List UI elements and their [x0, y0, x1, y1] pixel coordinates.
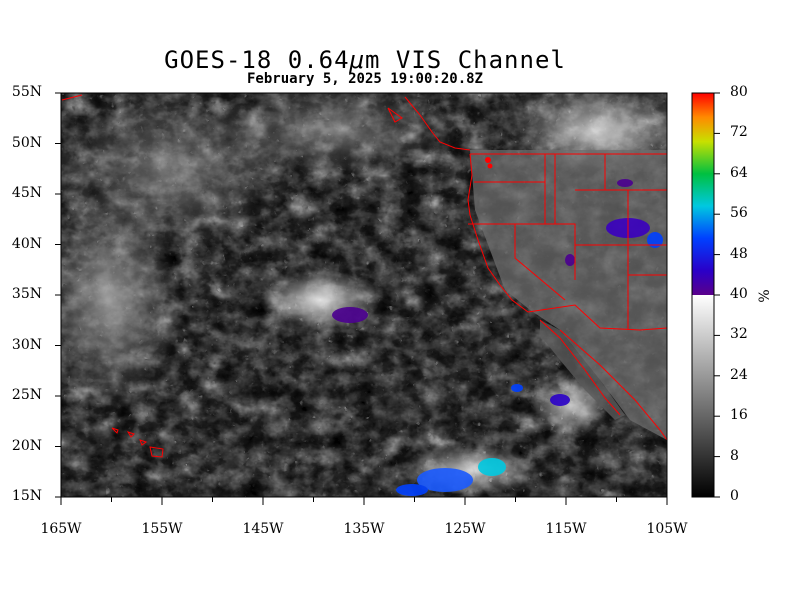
- colorbar-tick-label: 40: [730, 286, 748, 302]
- lat-label: 35N: [11, 286, 42, 302]
- lat-label: 30N: [11, 336, 42, 353]
- chart-title: GOES-18 0.64μm VIS Channel: [164, 46, 566, 74]
- colorbar-tick-label: 72: [730, 124, 748, 141]
- colorbar-tick-label: 32: [730, 326, 748, 343]
- lat-label: 55N: [11, 84, 42, 100]
- lat-label: 20N: [11, 437, 42, 454]
- colorbar-tick-label: 0: [730, 488, 739, 504]
- lat-label: 15N: [11, 488, 42, 504]
- lon-label: 155W: [141, 521, 183, 537]
- colorbar: [691, 92, 715, 498]
- lon-label: 125W: [444, 521, 486, 537]
- lon-label: 135W: [343, 521, 385, 537]
- lon-label: 145W: [242, 521, 284, 537]
- lat-label: 25N: [11, 387, 42, 403]
- colorbar-unit: %: [754, 289, 771, 303]
- colorbar-tick-label: 80: [730, 84, 748, 100]
- colorbar-tick-label: 24: [730, 366, 748, 383]
- colorbar-tick-label: 56: [730, 205, 748, 222]
- colorbar-tick-label: 64: [730, 164, 748, 181]
- colorbar-tick-label: 16: [730, 407, 748, 424]
- political-boundaries: [61, 94, 667, 458]
- colorbar-tick-label: 8: [730, 447, 739, 464]
- colorbar-tick-label: 48: [730, 245, 748, 262]
- lat-label: 40N: [11, 235, 42, 252]
- lon-label: 165W: [40, 521, 82, 537]
- axis-ticks: [55, 92, 668, 505]
- chart-subtitle: February 5, 2025 19:00:20.8Z: [246, 71, 483, 87]
- lat-label: 50N: [11, 134, 42, 151]
- lon-label: 115W: [545, 521, 587, 537]
- lat-label: 45N: [11, 185, 42, 201]
- lon-label: 105W: [646, 521, 688, 537]
